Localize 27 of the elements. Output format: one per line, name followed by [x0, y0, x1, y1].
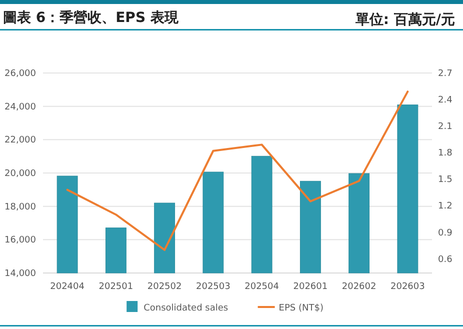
y2-tick-label: 2.7 [438, 69, 452, 79]
x-tick-label: 202603 [390, 282, 425, 292]
x-tick-label: 202502 [147, 282, 182, 292]
legend-label: EPS (NT$) [278, 304, 324, 314]
y2-tick-label: 0.9 [438, 228, 453, 238]
x-tick-label: 202504 [244, 282, 280, 292]
y-tick-label: 22,000 [4, 136, 36, 146]
y-tick-label: 16,000 [4, 236, 36, 246]
y2-tick-label: 1.2 [438, 202, 452, 212]
y2-tick-label: 2.1 [438, 122, 452, 132]
x-tick-label: 202602 [342, 282, 376, 292]
x-tick-label: 202601 [293, 282, 328, 292]
legend-label: Consolidated sales [144, 304, 228, 314]
y-tick-label: 24,000 [4, 102, 36, 112]
y2-tick-label: 1.5 [438, 175, 452, 186]
y-tick-label: 18,000 [4, 202, 36, 212]
x-tick-label: 202503 [196, 282, 230, 292]
chart-subtitle: 單位: 百萬元/元 [354, 12, 455, 28]
y2-tick-label: 2.4 [438, 96, 453, 106]
y2-tick-label: 0.6 [438, 254, 453, 265]
x-tick-label: 202501 [98, 282, 134, 292]
y-tick-label: 20,000 [4, 169, 36, 179]
x-tick-label: 202404 [50, 282, 85, 292]
y-tick-label: 14,000 [4, 269, 36, 279]
y-tick-label: 26,000 [4, 69, 36, 79]
chart-title: 圖表 6：季營收、EPS 表現 [3, 9, 180, 26]
y2-tick-label: 1.8 [438, 148, 453, 159]
